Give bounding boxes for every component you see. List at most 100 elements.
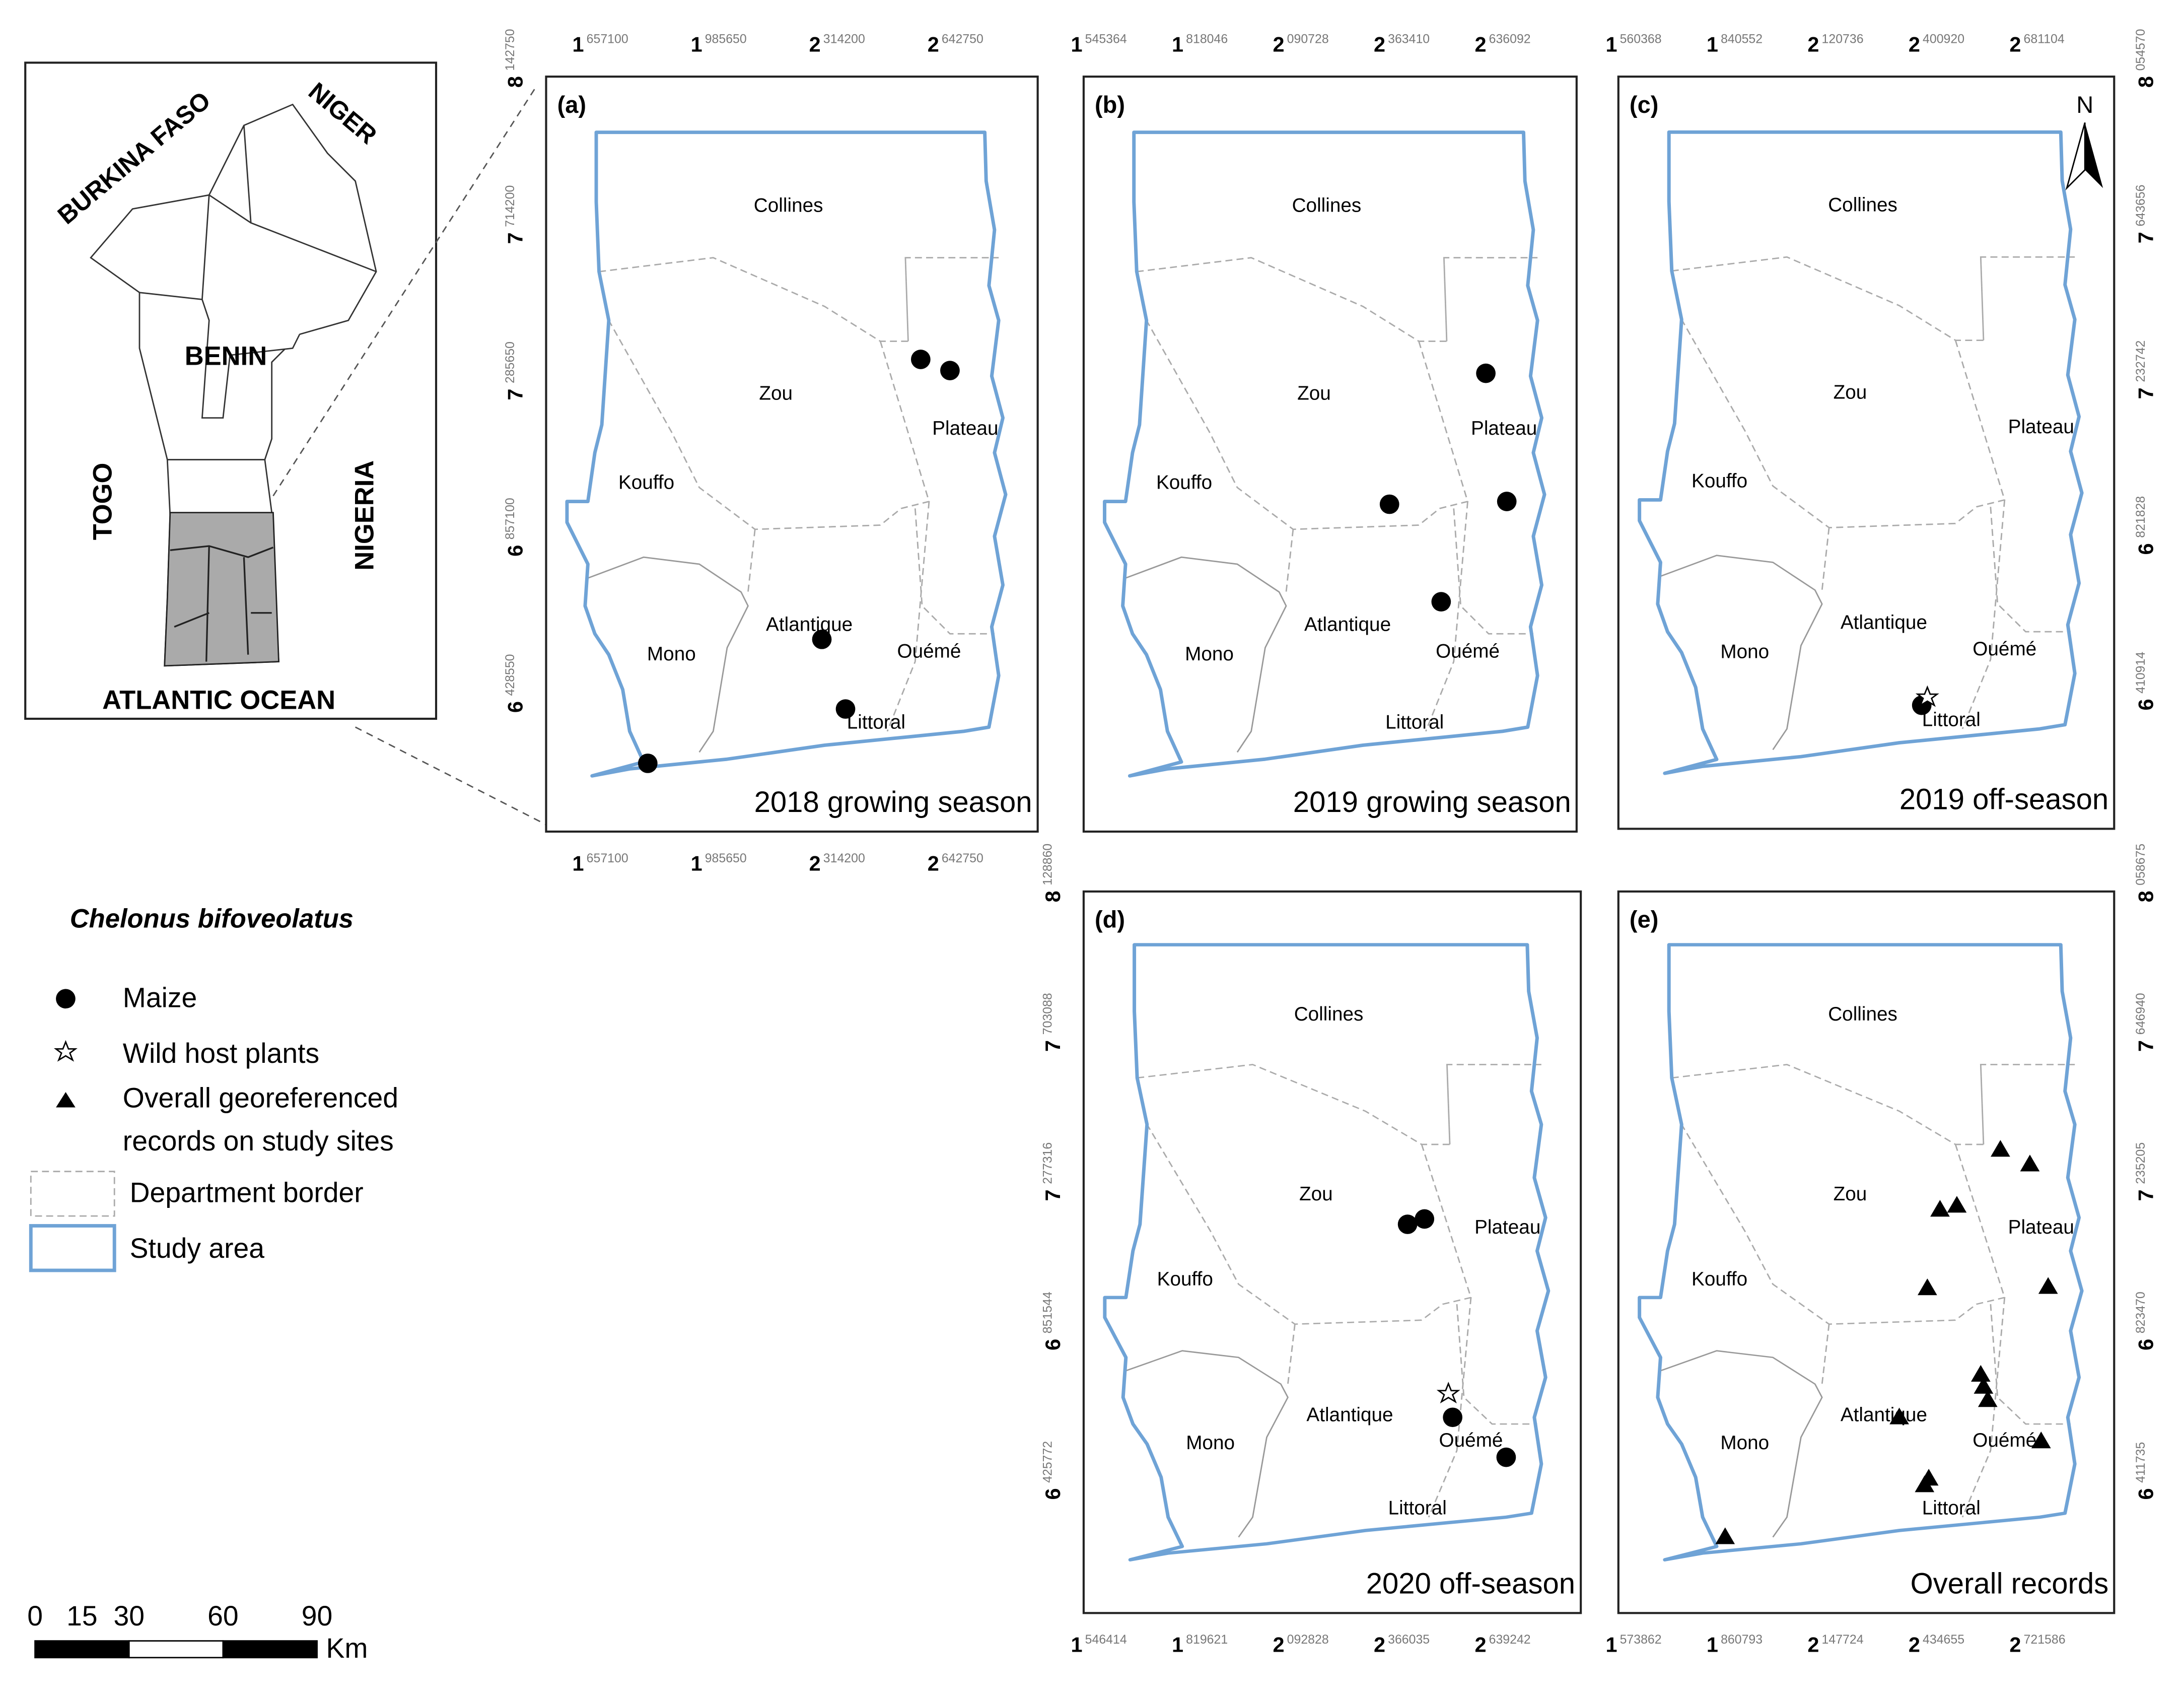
overall-record <box>1915 1475 1935 1492</box>
department-label: Collines <box>1292 194 1362 216</box>
tick-label: 2 <box>1374 32 1385 56</box>
inset-frame <box>24 61 438 720</box>
tick-label: 128860 <box>1040 844 1054 886</box>
tick-label: 573862 <box>1620 1633 1662 1647</box>
department-border <box>599 257 999 732</box>
legend-item: Department border <box>130 1177 364 1208</box>
department-label: Atlantique <box>1841 1404 1927 1426</box>
tick-label: 7 <box>1041 1189 1065 1201</box>
country-label: NIGERIA <box>350 460 380 571</box>
tick-label: 985650 <box>705 32 747 46</box>
tick-label: 642750 <box>942 851 983 865</box>
tick-label: 314200 <box>823 851 865 865</box>
maize-record <box>638 754 658 773</box>
department-label: Littoral <box>1922 1498 1981 1519</box>
tick-label: 410914 <box>2134 652 2148 694</box>
department-label: Plateau <box>2008 416 2074 438</box>
department-label: Collines <box>754 194 823 216</box>
department-label: Zou <box>1299 1183 1333 1205</box>
department-label: Kouffo <box>618 472 674 494</box>
tick-label: 8 <box>1041 891 1065 902</box>
panel-frame <box>545 76 1039 833</box>
department-label: Atlantique <box>1304 614 1391 636</box>
scale-segment <box>222 1640 318 1659</box>
maize-record <box>1497 492 1517 511</box>
map <box>1103 943 1551 1561</box>
scale-bar: Km 0 15 30 60 90 <box>27 1600 368 1664</box>
panel-label: (d) <box>1095 906 1125 933</box>
overall-record <box>2031 1432 2051 1449</box>
tick-label: 560368 <box>1620 32 1662 46</box>
tick-label: 6 <box>1041 1339 1065 1350</box>
tick-label: 2 <box>1374 1633 1385 1657</box>
tick-label: 857100 <box>503 498 517 539</box>
tick-label: 7 <box>503 232 527 244</box>
map-panel: Collines Zou Plateau Kouffo Mono Atlantique Ou… <box>1605 844 2157 1657</box>
tick-label: 721586 <box>2024 1633 2066 1647</box>
map <box>565 130 1008 778</box>
overall-record <box>1970 1365 1991 1382</box>
scale-label: 30 <box>113 1600 145 1632</box>
tick-label: 1 <box>1707 32 1718 56</box>
legend-item: Maize <box>123 982 197 1013</box>
department-label: Collines <box>1828 194 1897 216</box>
department-label: Ouémé <box>897 640 961 662</box>
panels: Collines Zou Plateau Kouffo Mono Atlantique Ou… <box>503 29 2158 1656</box>
tick-label: 985650 <box>705 851 747 865</box>
legend-symbol <box>56 989 76 1009</box>
tick-label: 8 <box>2134 76 2158 88</box>
tick-label: 6 <box>2134 1339 2158 1350</box>
tick-label: 2 <box>928 851 939 875</box>
tick-label: 703088 <box>1040 993 1054 1035</box>
north-arrow-shape <box>2065 122 2086 191</box>
tick-label: 2 <box>1909 1633 1920 1657</box>
tick-label: 2 <box>1273 32 1285 56</box>
maize-record <box>1443 1407 1463 1428</box>
panel-title: 2020 off-season <box>1366 1568 1575 1600</box>
scale-label: 15 <box>66 1600 98 1632</box>
maize-record <box>1379 494 1399 514</box>
tick-label: 823470 <box>2134 1292 2148 1333</box>
zoom-line <box>272 86 537 497</box>
department-label: Atlantique <box>1841 612 1927 634</box>
tick-label: 7 <box>2134 1040 2158 1052</box>
legend-symbol <box>30 1171 115 1217</box>
legend-item: Study area <box>130 1233 265 1264</box>
overall-record <box>1930 1200 1950 1217</box>
tick-label: 2 <box>1807 1633 1819 1657</box>
legend-symbol <box>56 1092 76 1108</box>
department-label: Mono <box>1186 1432 1235 1454</box>
scale-label: 60 <box>207 1600 239 1632</box>
tick-label: 1 <box>691 851 702 875</box>
tick-label: 6 <box>1041 1488 1065 1500</box>
panel-frame <box>1617 890 2116 1614</box>
maize-record <box>1496 1447 1516 1467</box>
scale-unit: Km <box>326 1633 368 1664</box>
tick-label: 2 <box>1475 32 1487 56</box>
tick-label: 646940 <box>2134 993 2148 1035</box>
tick-label: 7 <box>2134 387 2158 399</box>
tick-label: 1 <box>573 32 584 56</box>
tick-label: 714200 <box>503 185 517 227</box>
legend-symbol <box>29 1224 116 1272</box>
tick-label: 2 <box>809 32 821 56</box>
overall-record <box>1991 1140 2010 1157</box>
tick-label: 277316 <box>1040 1142 1054 1184</box>
department-label: Ouémé <box>1972 638 2036 660</box>
tick-label: 636092 <box>1489 32 1531 46</box>
map <box>1103 130 1546 778</box>
tick-label: 2 <box>2009 1633 2021 1657</box>
tick-label: 147724 <box>1822 1633 1864 1647</box>
department-label: Littoral <box>1388 1498 1447 1519</box>
maize-record <box>812 629 832 649</box>
study-area <box>1638 943 2084 1561</box>
zoom-line <box>355 726 547 826</box>
department-label: Kouffo <box>1692 470 1747 492</box>
overall-record <box>1947 1196 1967 1213</box>
tick-label: 2 <box>1273 1633 1285 1657</box>
map-panel: Collines Zou Plateau Kouffo Mono Atlantique Ou… <box>1040 844 1582 1657</box>
department-label: Zou <box>1834 381 1867 403</box>
tick-label: 1 <box>1172 1633 1183 1657</box>
tick-label: 8 <box>2134 891 2158 902</box>
